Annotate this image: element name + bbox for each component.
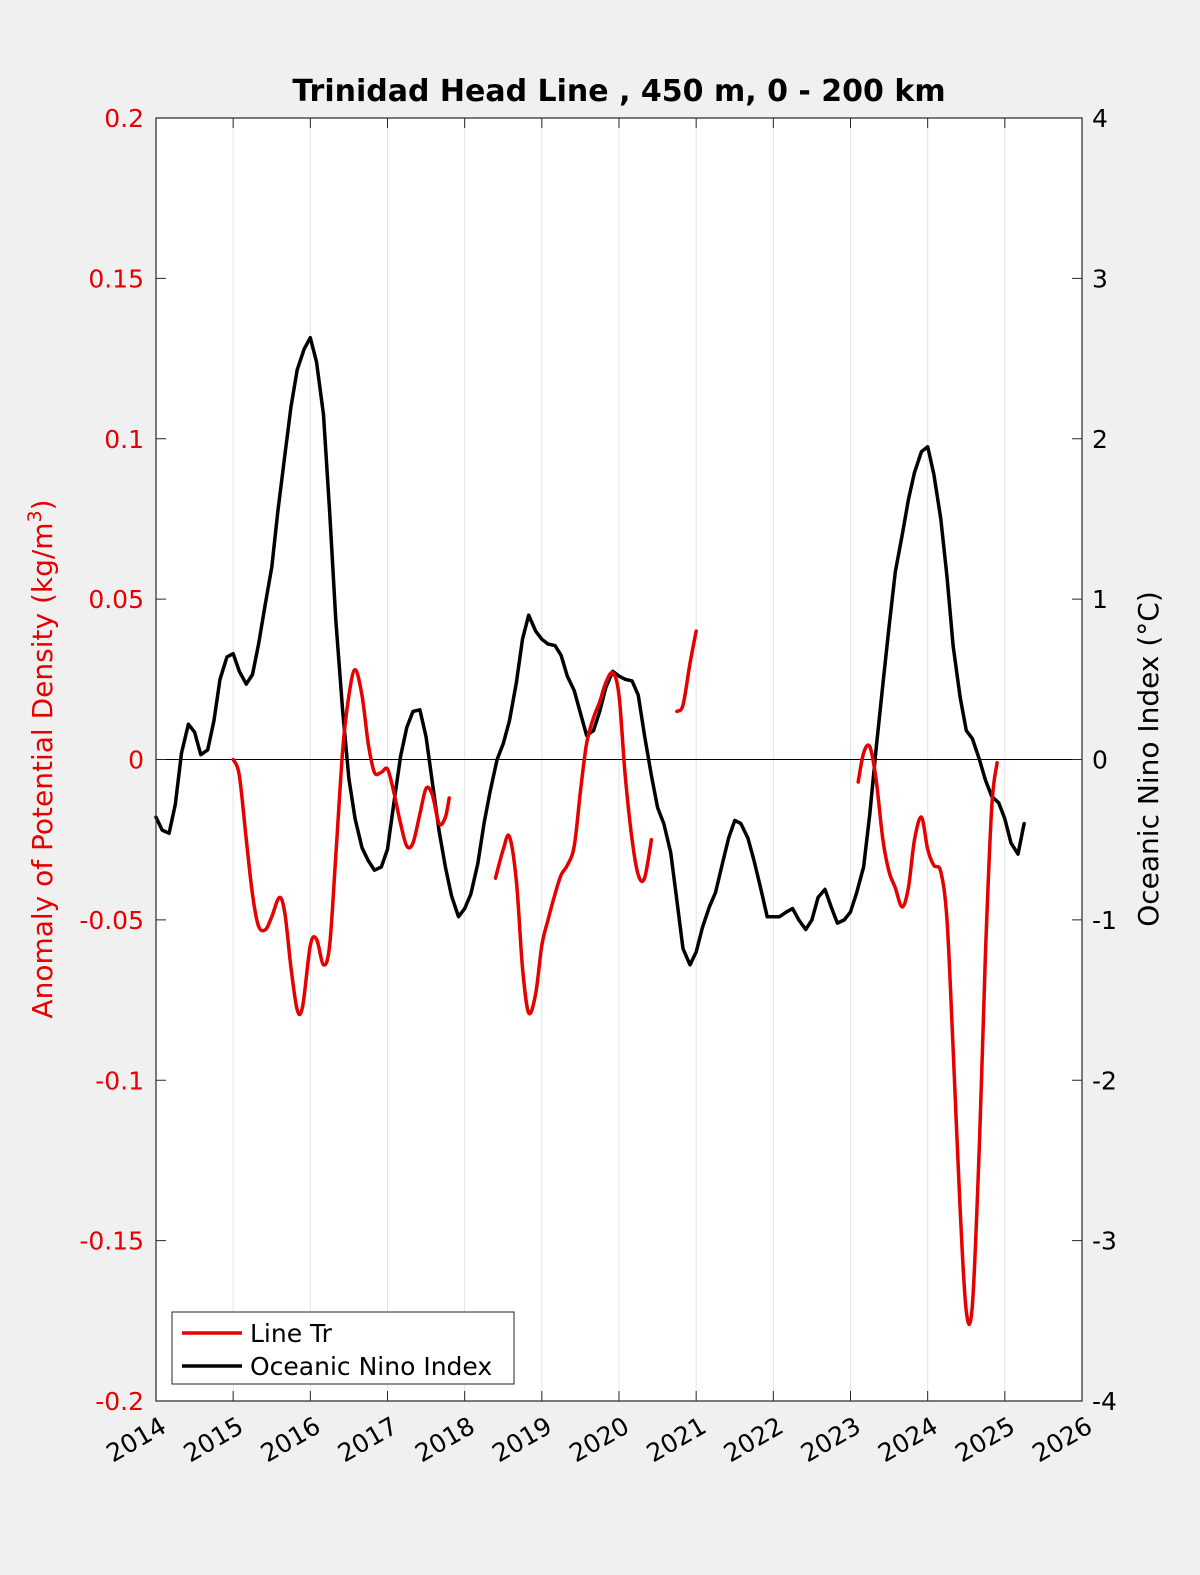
y-right-tick-label: 2 [1092,425,1108,454]
y-left-tick-label: -0.2 [95,1387,144,1416]
y-right-tick-label: -3 [1092,1227,1117,1256]
legend-box [171,1311,515,1385]
y-left-tick-label: 0.1 [104,425,144,454]
series-line-tr-segment-3 [856,743,999,1327]
y-right-tick-label: 0 [1092,746,1108,775]
y-left-tick-label: 0 [128,746,144,775]
y-left-tick-label: 0.15 [88,264,144,293]
y-left-tick-label: -0.15 [79,1227,144,1256]
legend: Line Tr Oceanic Nino Index [171,1311,515,1385]
series-line-tr-segment-1 [493,670,654,1016]
y-axis-left-label-close: ) [26,499,59,510]
y-right-tick-label: 4 [1092,104,1108,133]
y-axis-left-label-superscript: 3 [24,510,46,522]
y-left-tick-label: -0.05 [79,906,144,935]
tick-layer: 2014 2015 2016 2017 2018 2019 2020 2021 2022 2023… [79,104,1117,1468]
legend-label-line-tr: Line Tr [250,1319,333,1348]
y-right-tick-label: -2 [1092,1066,1117,1095]
legend-label-oni: Oceanic Nino Index [250,1352,492,1381]
chart-title: Trinidad Head Line , 450 m, 0 - 200 km [292,74,945,109]
y-right-tick-label: 1 [1092,585,1108,614]
y-right-tick-label: 3 [1092,264,1108,293]
y-right-tick-label: -1 [1092,906,1117,935]
y-left-tick-label: 0.2 [104,104,144,133]
y-left-tick-label: -0.1 [95,1066,144,1095]
y-left-tick-label: 0.05 [88,585,144,614]
y-right-tick-label: -4 [1092,1387,1117,1416]
y-axis-left-label-main: Anomaly of Potential Density (kg/m [26,522,59,1018]
series-layer [154,335,1026,1327]
y-axis-right-label: Oceanic Nino Index (°C) [1132,591,1165,927]
series-line-tr-segment-2 [675,629,698,714]
y-axis-left-label: Anomaly of Potential Density (kg/m3) [24,499,59,1018]
series-line-tr-segment-0 [231,667,451,1017]
